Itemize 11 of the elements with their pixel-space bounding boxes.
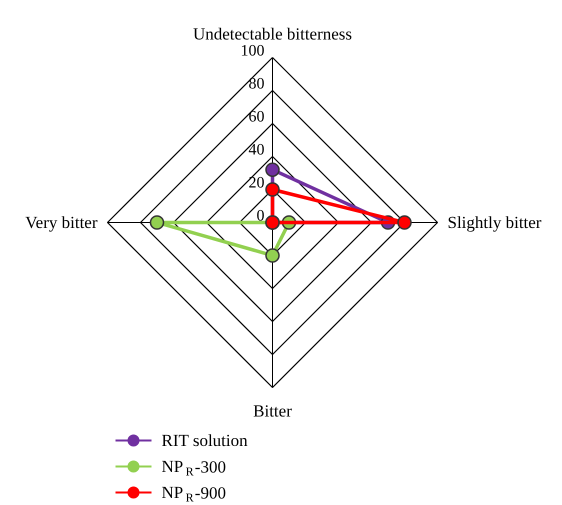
y-tick-label: 60 bbox=[248, 108, 264, 126]
y-tick-label: 100 bbox=[240, 42, 264, 60]
spoke-label: Bitter bbox=[253, 402, 292, 420]
spoke-label: Very bitter bbox=[25, 213, 98, 232]
y-tick-label: 20 bbox=[248, 174, 264, 192]
spoke-label: Slightly bitter bbox=[448, 213, 542, 232]
y-tick-label: 0 bbox=[256, 208, 264, 224]
legend-label: RIT solution bbox=[162, 431, 248, 450]
spoke-label: Undetectable bitterness bbox=[192, 24, 352, 44]
y-tick-label: 40 bbox=[248, 142, 264, 158]
y-tick-label: 80 bbox=[248, 76, 264, 92]
